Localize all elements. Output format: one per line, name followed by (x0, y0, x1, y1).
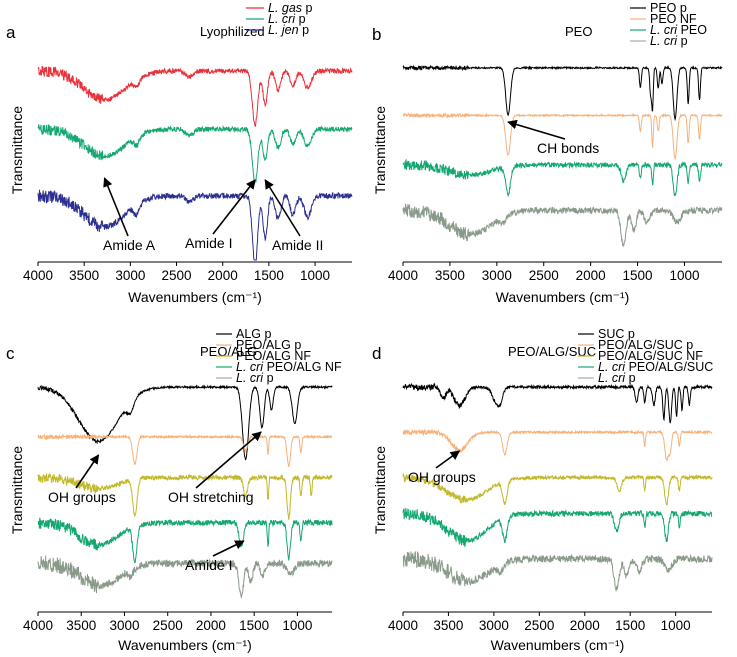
panel-label: b (372, 25, 381, 44)
chart-title: PEO/ALG/SUC (508, 344, 596, 359)
annotation-label: OH groups (48, 489, 116, 505)
x-tick-label: 3000 (115, 268, 145, 283)
annotation-label: CH bonds (537, 140, 599, 156)
chart-title: PEO (565, 24, 592, 39)
annotation-label: OH groups (408, 469, 476, 485)
x-axis-label: Wavenumbers (cm⁻¹) (491, 637, 625, 653)
x-tick-label: 4000 (23, 268, 53, 283)
x-tick-label: 1000 (661, 618, 691, 633)
spectrum-series-1 (403, 384, 712, 423)
x-tick-label: 2000 (576, 268, 606, 283)
spectrum-series-4 (403, 508, 712, 546)
x-tick-label: 1000 (282, 618, 312, 633)
panel-d: d PEO/ALG/SUC 4000 3500 3000 2500 2000 1500 1000… (372, 327, 713, 653)
x-tick-label: 2500 (162, 268, 192, 283)
y-axis-label: Transmittance (372, 106, 388, 194)
spectrum-series-1 (38, 67, 352, 127)
x-axis-label: Wavenumbers (cm⁻¹) (118, 637, 252, 653)
annotation-arrow (213, 180, 255, 234)
annotation-arrow (508, 122, 565, 139)
x-tick-label: 1000 (300, 268, 330, 283)
x-tick-label: 4000 (23, 618, 53, 633)
x-tick-label: 3500 (435, 268, 465, 283)
spectrum-series-3 (403, 160, 722, 196)
panel-label: a (6, 23, 16, 42)
x-tick-label: 2000 (570, 618, 600, 633)
spectrum-series-2 (38, 124, 352, 184)
x-tick-label: 2500 (529, 268, 559, 283)
annotation-arrow (213, 541, 244, 556)
y-axis-label: Transmittance (9, 446, 25, 534)
x-tick-label: 3500 (433, 618, 463, 633)
legend-entry: L. cri p (650, 34, 688, 48)
panel-b: b PEO 4000 3500 3000 2500 2000 1500 1000 Wavenumb… (372, 1, 722, 305)
panel-a: a Lyophilized 4000 3500 3000 2500 2000 1500 1000… (6, 1, 352, 305)
spectrum-series-2 (38, 435, 332, 467)
x-tick-label: 3500 (66, 618, 96, 633)
panel-label: c (6, 344, 15, 363)
spectrum-series-2 (403, 430, 712, 460)
x-tick-label: 3000 (482, 268, 512, 283)
legend-entry: L. jen p (268, 23, 309, 37)
x-tick-label: 4000 (388, 268, 418, 283)
legend-entry: L. cri p (598, 371, 636, 385)
x-tick-label: 2500 (153, 618, 183, 633)
x-tick-label: 2500 (524, 618, 554, 633)
y-axis-label: Transmittance (372, 446, 388, 534)
spectrum-series-1 (38, 386, 332, 460)
panel-label: d (372, 344, 381, 363)
x-tick-label: 2000 (196, 618, 226, 633)
x-tick-label: 1000 (669, 268, 699, 283)
spectrum-series-5 (403, 552, 712, 592)
annotation-arrow (436, 451, 459, 468)
x-tick-label: 1500 (623, 268, 653, 283)
x-tick-label: 3000 (109, 618, 139, 633)
x-tick-label: 1500 (615, 618, 645, 633)
annotation-label: Amide A (103, 237, 156, 253)
annotation-label: Amide I (185, 557, 232, 573)
chart-title: Lyophilized (200, 24, 265, 39)
spectrum-series-1 (403, 66, 722, 119)
x-tick-label: 3500 (69, 268, 99, 283)
x-tick-label: 2000 (208, 268, 238, 283)
x-tick-label: 3000 (479, 618, 509, 633)
x-tick-label: 1500 (239, 618, 269, 633)
y-axis-label: Transmittance (9, 106, 25, 194)
annotation-label: Amide I (185, 235, 232, 251)
annotation-label: OH stretching (168, 489, 254, 505)
x-axis-label: Wavenumbers (cm⁻¹) (496, 289, 630, 305)
annotation-label: Amide II (272, 237, 323, 253)
legend-entry: L. cri p (236, 371, 274, 385)
x-tick-label: 4000 (388, 618, 418, 633)
x-tick-label: 1500 (254, 268, 284, 283)
x-axis-label: Wavenumbers (cm⁻¹) (128, 289, 262, 305)
spectrum-series-4 (403, 204, 722, 246)
